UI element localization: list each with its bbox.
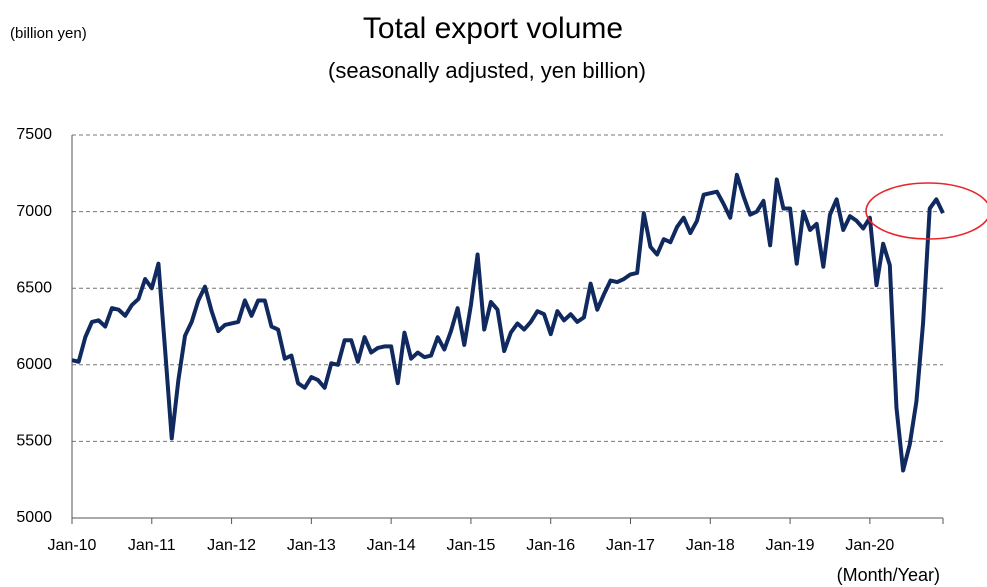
- x-tick-label: Jan-11: [128, 537, 176, 554]
- y-tick-label: 5000: [16, 509, 52, 526]
- x-tick-label: Jan-16: [526, 537, 575, 554]
- x-tick-label: Jan-17: [606, 537, 655, 554]
- x-tick-label: Jan-19: [766, 537, 815, 554]
- x-tick-label: Jan-14: [367, 537, 416, 554]
- chart-subtitle: (seasonally adjusted, yen billion): [328, 58, 646, 83]
- y-tick-label: 7000: [16, 203, 52, 220]
- x-tick-label: Jan-12: [207, 537, 256, 554]
- y-tick-label: 7500: [16, 126, 52, 143]
- y-unit-label: (billion yen): [10, 25, 87, 42]
- chart-title: Total export volume: [363, 12, 623, 45]
- x-tick-label: Jan-15: [446, 537, 495, 554]
- x-tick-label: Jan-13: [287, 537, 336, 554]
- x-tick-label: Jan-18: [686, 537, 735, 554]
- highlight-ellipse: [865, 182, 987, 240]
- y-tick-label: 6500: [16, 279, 52, 296]
- y-tick-label: 5500: [16, 433, 52, 450]
- x-tick-label: Jan-20: [845, 537, 894, 554]
- series-line: [71, 172, 945, 473]
- plot-area: 5000 5500 6000 6500 7000 7500 Jan-10 Jan-11 Jan-…: [16, 126, 945, 554]
- x-tick-label: Jan-10: [48, 537, 97, 554]
- y-tick-label: 6000: [16, 356, 52, 373]
- x-axis-label: (Month/Year): [837, 565, 940, 585]
